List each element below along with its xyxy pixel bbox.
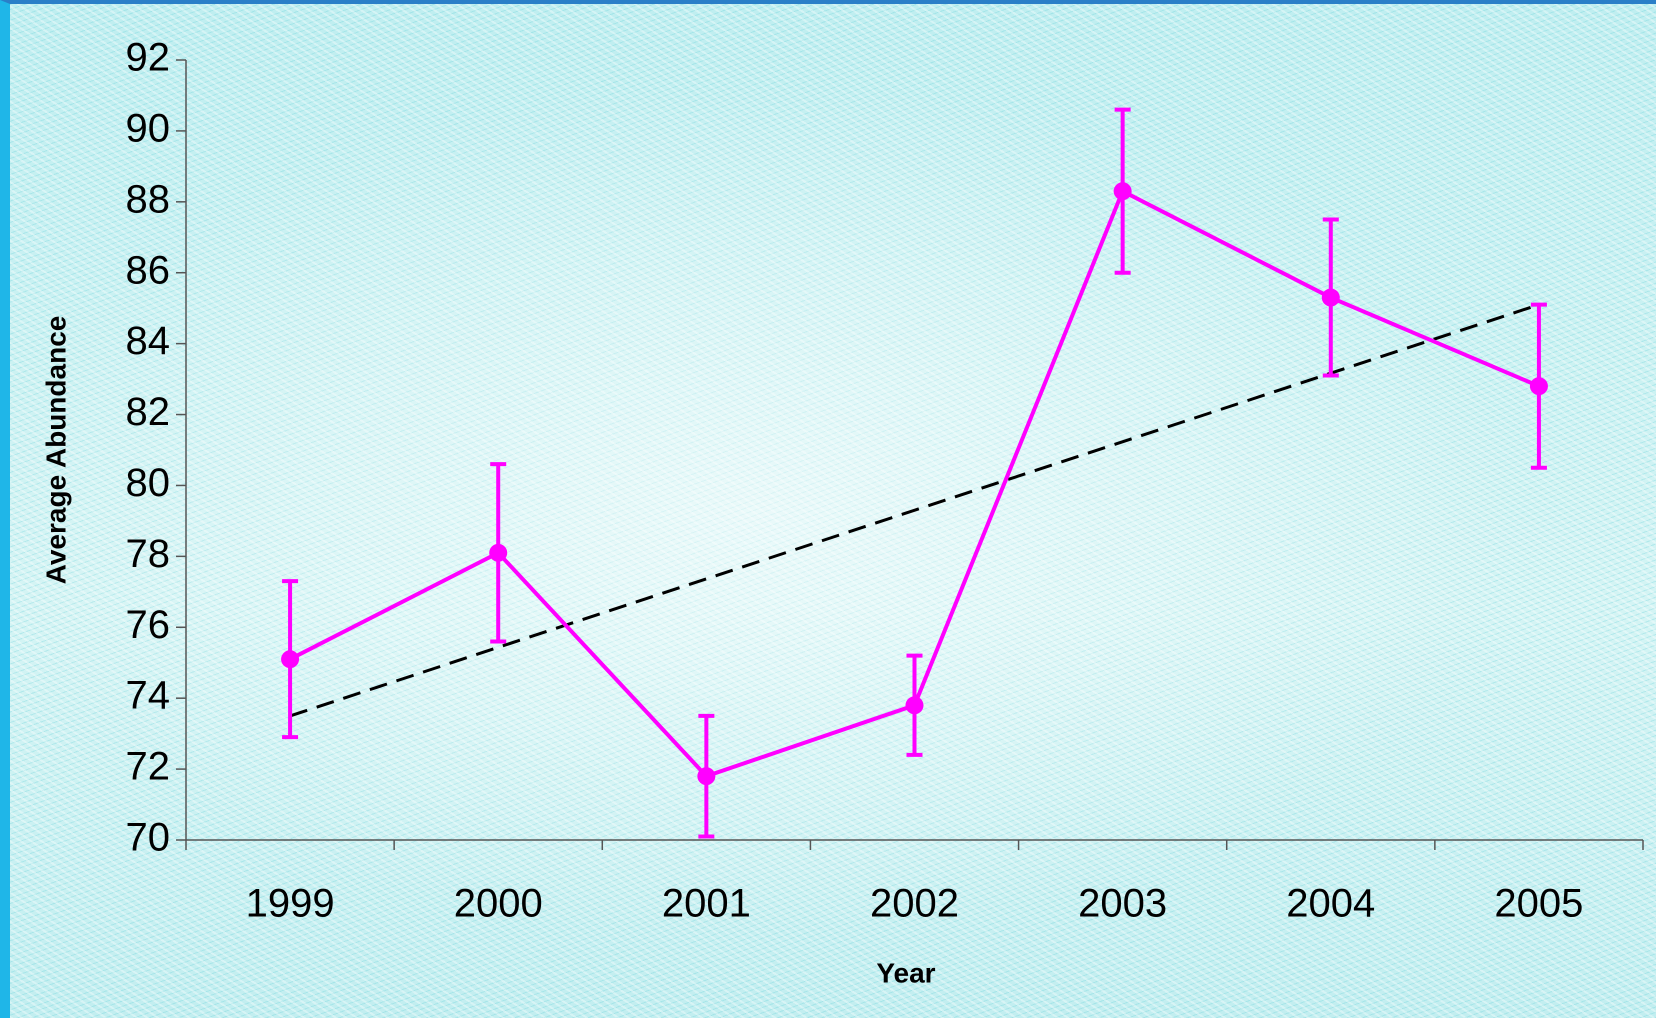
data-point	[697, 767, 715, 785]
x-tick-label: 1999	[246, 882, 335, 926]
data-point	[1114, 182, 1132, 200]
x-tick-label: 2000	[454, 882, 543, 926]
y-tick-label: 86	[126, 248, 171, 292]
x-tick-label: 2005	[1494, 882, 1583, 926]
y-tick-label: 82	[126, 390, 171, 434]
y-tick-label: 78	[126, 532, 171, 576]
y-tick-label: 90	[126, 106, 171, 150]
x-tick-label: 2004	[1286, 882, 1375, 926]
chart: Year Average Abundance 70 72 74 76 78 80 82 84 8…	[0, 0, 1656, 1018]
y-tick-label: 88	[126, 177, 171, 221]
x-tick-label: 2002	[870, 882, 959, 926]
page: Year Average Abundance 70 72 74 76 78 80 82 84 8…	[0, 0, 1656, 1018]
y-tick-label: 70	[126, 816, 171, 860]
y-tick-label: 74	[126, 674, 171, 718]
y-tick-label: 92	[126, 36, 171, 80]
y-tick-label: 80	[126, 461, 171, 505]
data-point	[489, 544, 507, 562]
data-point	[281, 650, 299, 668]
x-tick-label: 2001	[662, 882, 751, 926]
data-point	[1530, 377, 1548, 395]
y-tick-label: 84	[126, 319, 171, 363]
x-tick-label: 2003	[1078, 882, 1167, 926]
y-tick-label: 76	[126, 603, 171, 647]
data-point	[1322, 289, 1340, 307]
y-axis-title: Average Abundance	[40, 316, 71, 585]
data-point	[906, 696, 924, 714]
y-tick-label: 72	[126, 745, 171, 789]
x-axis-title: Year	[876, 957, 935, 988]
